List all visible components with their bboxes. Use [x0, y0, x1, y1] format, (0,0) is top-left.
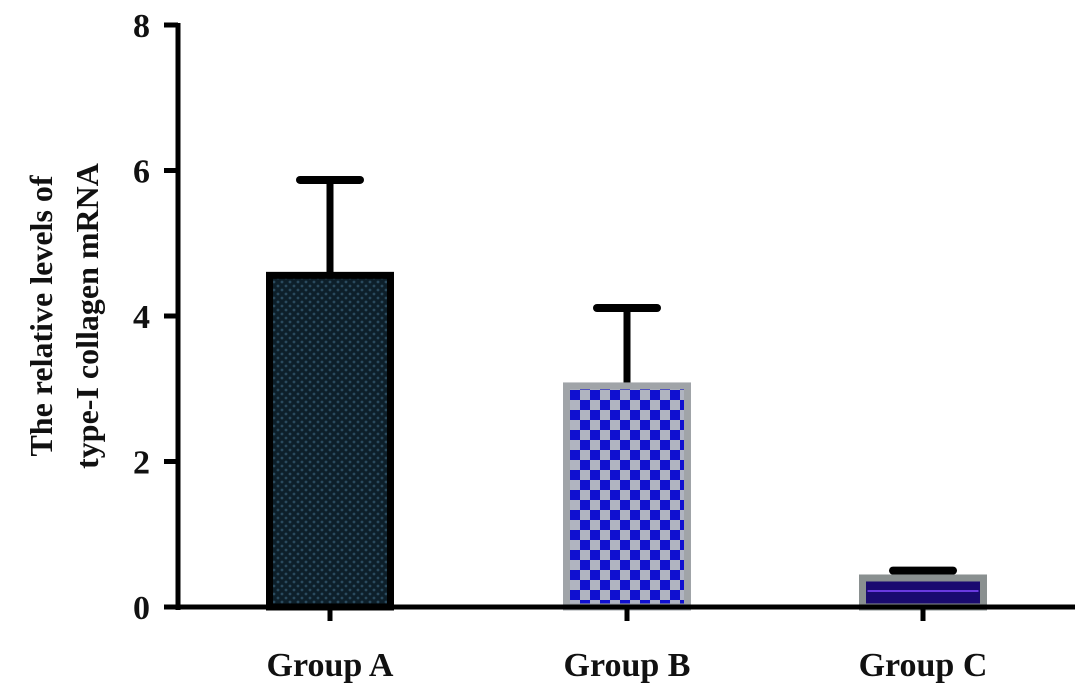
- bar-group: [859, 566, 987, 611]
- y-axis-label-line2: type-I collagen mRNA: [69, 163, 105, 469]
- y-axis-label: The relative levels of type-I collagen m…: [23, 163, 105, 469]
- bar-group: [266, 175, 394, 611]
- y-tick-label: 2: [133, 445, 150, 482]
- y-tick-label: 6: [133, 154, 150, 191]
- y-tick-label: 8: [133, 8, 150, 45]
- y-tick-label: 0: [133, 590, 150, 627]
- bar: [266, 271, 394, 611]
- bar: [859, 574, 987, 611]
- x-tick-label: Group A: [267, 647, 394, 684]
- x-tick-label: Group B: [564, 647, 691, 684]
- y-tick-label: 4: [133, 299, 150, 336]
- y-axis-label-line1: The relative levels of: [23, 175, 59, 456]
- bar: [563, 382, 691, 611]
- bar-group: [563, 303, 691, 611]
- x-tick-label: Group C: [859, 647, 988, 684]
